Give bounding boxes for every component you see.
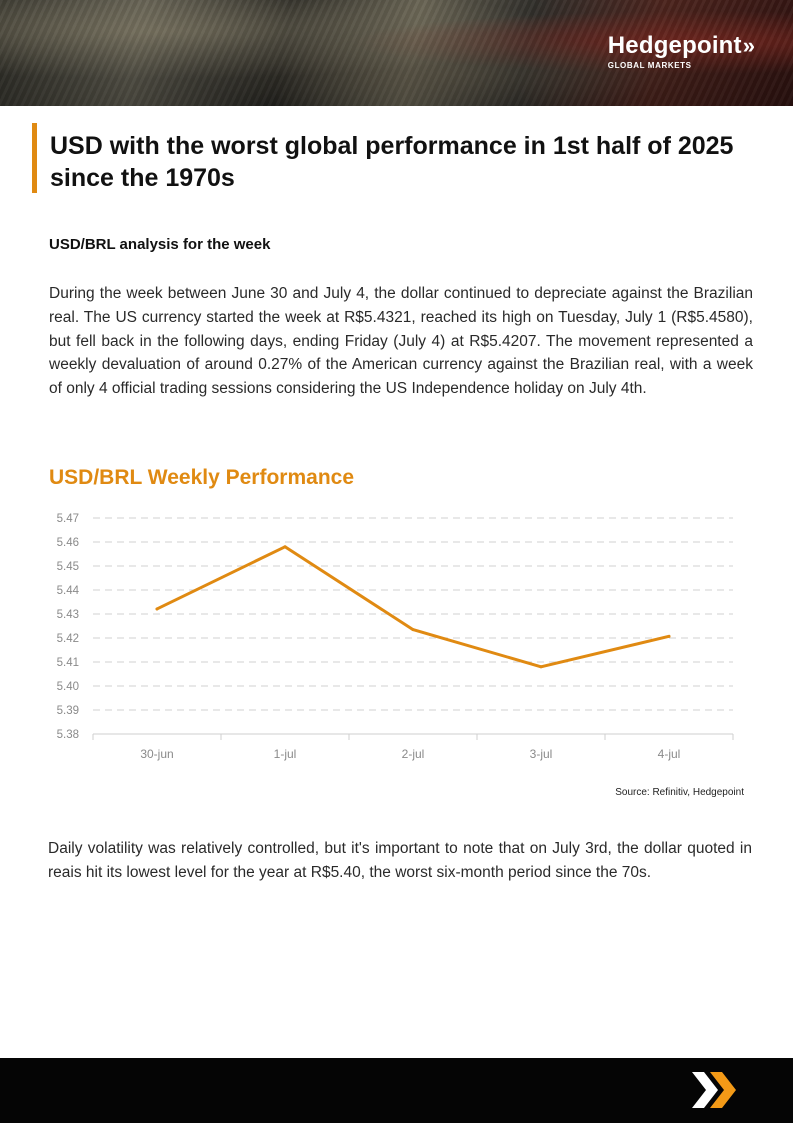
y-tick-label: 5.47 — [57, 513, 79, 525]
logo-name: Hedgepoint — [607, 32, 742, 59]
y-tick-label: 5.46 — [57, 537, 79, 549]
y-tick-label: 5.43 — [57, 609, 79, 621]
data-point — [155, 607, 159, 611]
y-tick-label: 5.38 — [57, 729, 79, 741]
y-tick-label: 5.39 — [57, 705, 79, 717]
page-title: USD with the worst global performance in… — [50, 132, 734, 192]
data-point — [539, 665, 543, 669]
section-subheading: USD/BRL analysis for the week — [49, 236, 271, 253]
chart-source: Source: Refinitiv, Hedgepoint — [615, 787, 744, 798]
chart-heading: USD/BRL Weekly Performance — [49, 466, 355, 489]
title-accent-bar — [32, 123, 37, 193]
series-line — [155, 545, 671, 669]
data-point — [283, 545, 287, 549]
usd-brl-line-chart: 5.38 5.39 5.40 5.41 5.42 5.43 5.44 5.45 5.46 5.47… — [57, 513, 734, 761]
x-tick-label: 3-jul — [530, 747, 553, 761]
y-tick-label: 5.40 — [57, 681, 79, 693]
data-point — [667, 634, 671, 638]
paragraph-weekly-analysis: During the week between June 30 and July… — [49, 285, 753, 398]
data-point — [411, 628, 415, 632]
x-tick-label: 2-jul — [402, 747, 425, 761]
x-tick-label: 30-jun — [140, 747, 173, 761]
logo-subtitle: GLOBAL MARKETS — [607, 61, 692, 70]
paragraph-volatility: Daily volatility was relatively controll… — [48, 840, 752, 881]
y-tick-label: 5.42 — [57, 633, 79, 645]
hedgepoint-chevron-icon — [692, 1072, 736, 1108]
x-tick-label: 1-jul — [274, 747, 297, 761]
header-banner: Hedgepoint» GLOBAL MARKETS — [0, 0, 793, 106]
x-tick-label: 4-jul — [658, 747, 681, 761]
y-tick-label: 5.45 — [57, 561, 79, 573]
hedgepoint-logo: Hedgepoint» GLOBAL MARKETS — [608, 32, 755, 70]
y-tick-label: 5.41 — [57, 657, 79, 669]
logo-chevrons-icon: » — [742, 33, 755, 58]
banner-texture — [0, 0, 793, 106]
banner-shade — [0, 0, 793, 106]
footer-bar — [0, 1058, 793, 1123]
y-tick-label: 5.44 — [57, 585, 80, 597]
